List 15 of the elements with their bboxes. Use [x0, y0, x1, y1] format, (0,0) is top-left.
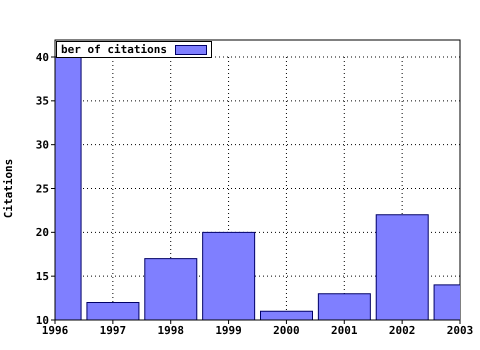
- legend-label: ber of citations: [61, 43, 167, 56]
- y-tick-label: 20: [36, 226, 49, 240]
- x-tick-label: 1998: [157, 324, 184, 337]
- x-tick-label: 2002: [388, 324, 416, 337]
- x-tick-label: 1999: [215, 324, 242, 337]
- x-tick-label: 1997: [100, 324, 126, 337]
- y-tick-label: 30: [36, 138, 49, 152]
- y-axis-title: Citations: [2, 158, 15, 218]
- y-tick-label: 25: [36, 182, 49, 196]
- x-tick-label: 2003: [446, 324, 474, 337]
- x-tick-label: 2000: [273, 324, 300, 337]
- y-tick-label: 35: [36, 94, 49, 108]
- y-tick-label: 40: [36, 50, 49, 64]
- x-tick-label: 2001: [331, 324, 358, 337]
- y-tick-label: 15: [36, 270, 49, 284]
